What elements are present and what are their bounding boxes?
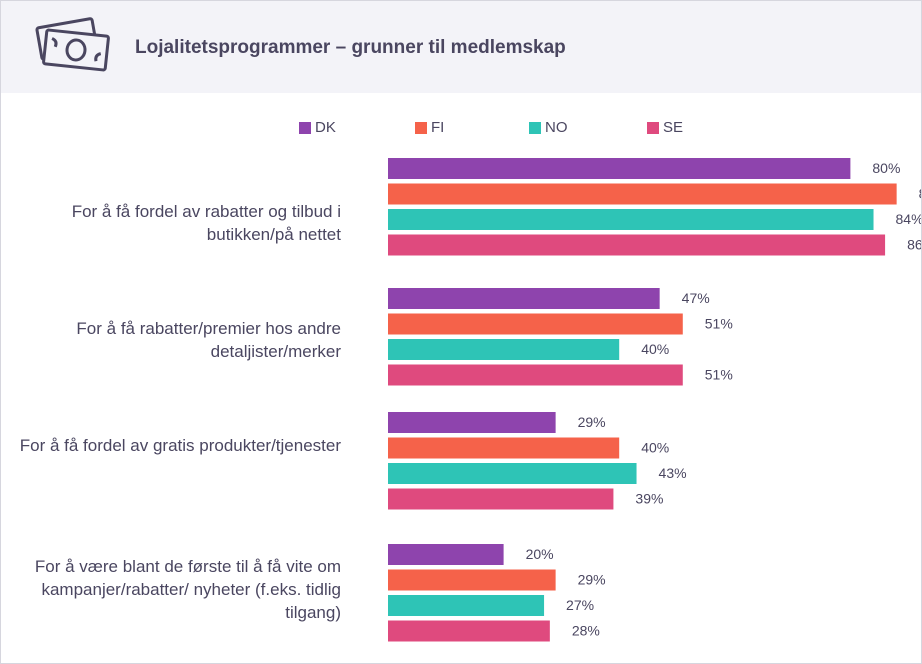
- bar-no: [388, 339, 620, 360]
- bar-value-label: 51%: [705, 367, 733, 383]
- bar-value-label: 39%: [635, 491, 663, 507]
- bar-se: [388, 364, 683, 386]
- bar-value-label: 29%: [578, 572, 606, 588]
- category-label: For å få rabatter/premier hos andre deta…: [76, 319, 341, 361]
- bar-no: [388, 463, 637, 484]
- bar-dk: [388, 544, 504, 565]
- category-label: For å få fordel av gratis produkter/tjen…: [19, 436, 341, 455]
- bar-value-label: 28%: [572, 623, 600, 639]
- bar-value-label: 40%: [641, 341, 669, 357]
- category-label: For å få fordel av rabatter og tilbud i …: [71, 202, 341, 244]
- bar-value-label: 29%: [578, 414, 606, 430]
- bar-value-label: 51%: [705, 316, 733, 332]
- bar-se: [388, 234, 886, 256]
- money-bills-icon: [35, 17, 110, 72]
- bar-fi: [388, 183, 897, 205]
- bar-value-label: 40%: [641, 440, 669, 456]
- bar-value-label: 27%: [566, 597, 594, 613]
- bar-fi: [388, 313, 683, 335]
- legend-label-fi: FI: [431, 119, 445, 136]
- bar-value-label: 84%: [896, 211, 921, 227]
- bar-se: [388, 488, 614, 510]
- chart-title: Lojalitetsprogrammer – grunner til medle…: [135, 37, 566, 58]
- legend-label-dk: DK: [315, 119, 336, 136]
- bar-se: [388, 620, 550, 642]
- bar-value-label: 47%: [682, 290, 710, 306]
- bar-value-label: 88%: [919, 186, 921, 202]
- legend-swatch-dk: [299, 121, 311, 134]
- legend-label-no: NO: [545, 119, 568, 136]
- legend-item-no: NO: [529, 119, 568, 136]
- chart-header: Lojalitetsprogrammer – grunner til medle…: [1, 1, 921, 93]
- bar-fi: [388, 569, 556, 591]
- bar-value-label: 20%: [526, 546, 554, 562]
- legend-swatch-no: [529, 121, 541, 134]
- bar-no: [388, 209, 874, 230]
- legend-item-dk: DK: [299, 119, 336, 136]
- bar-fi: [388, 437, 620, 459]
- legend-swatch-fi: [415, 121, 427, 134]
- bar-value-label: 43%: [659, 465, 687, 481]
- bar-value-label: 80%: [872, 160, 900, 176]
- category-label: For å være blant de første til å få vite…: [34, 557, 341, 622]
- bar-dk: [388, 158, 851, 179]
- bar-no: [388, 595, 545, 616]
- legend-item-se: SE: [647, 119, 683, 136]
- legend-label-se: SE: [663, 119, 684, 136]
- bar-value-label: 86%: [907, 237, 921, 253]
- bar-dk: [388, 288, 660, 309]
- legend-item-fi: FI: [415, 119, 444, 136]
- bar-dk: [388, 412, 556, 433]
- legend-swatch-se: [647, 121, 659, 134]
